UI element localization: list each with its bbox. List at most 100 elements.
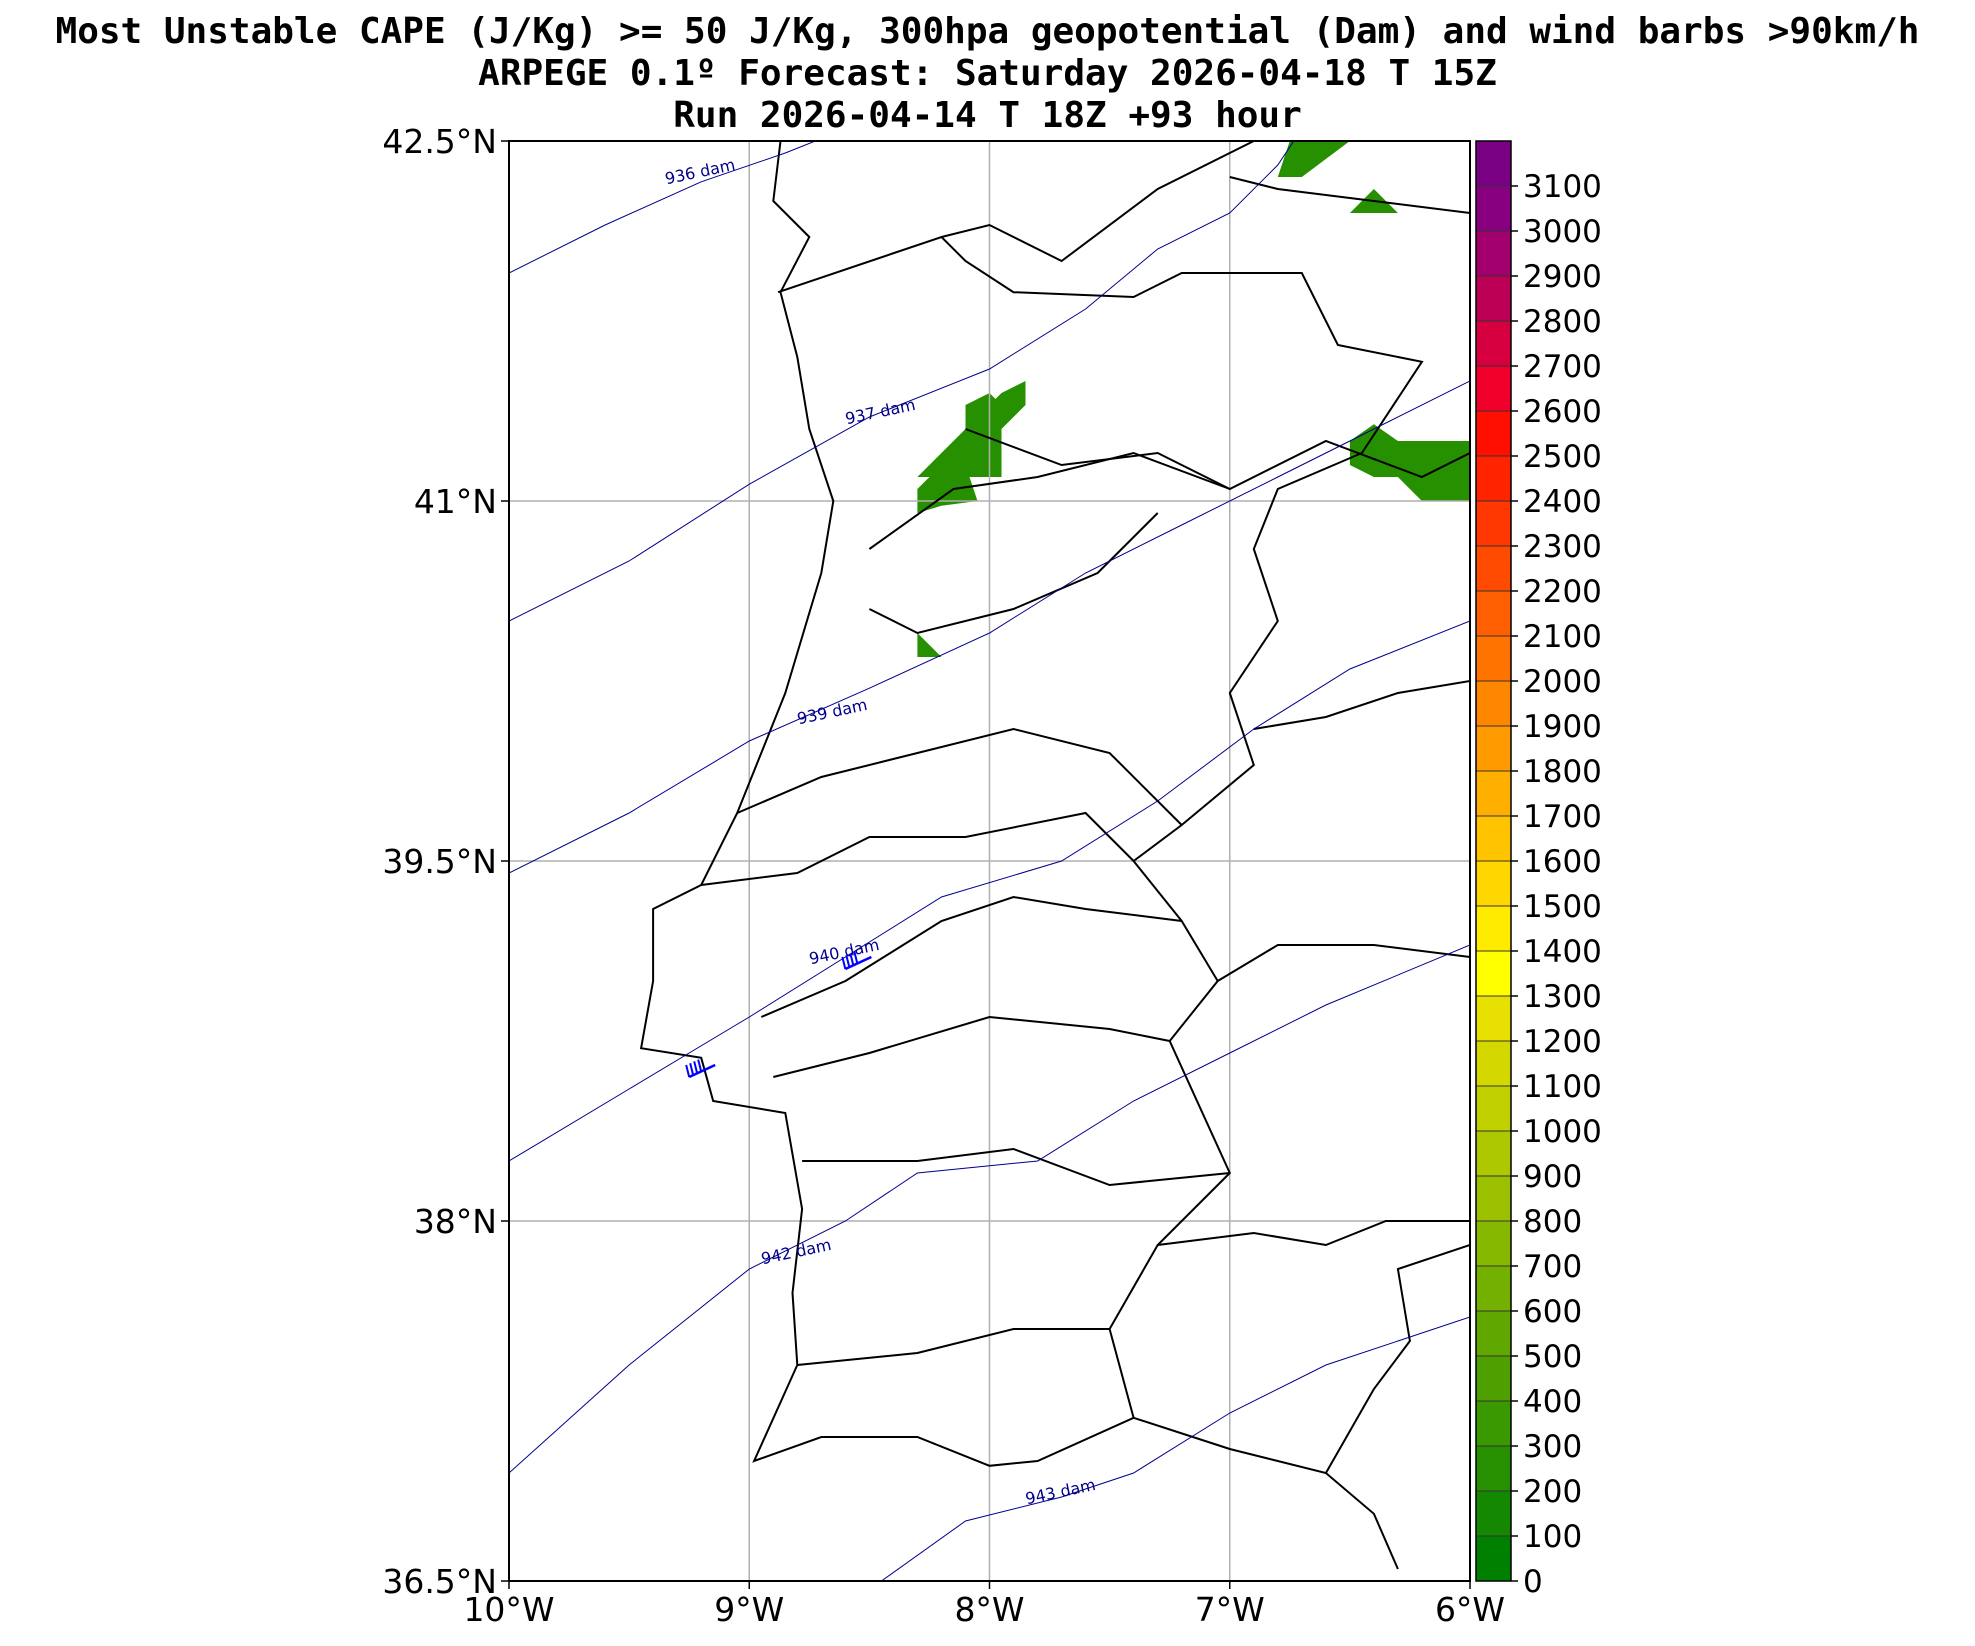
wind-barb-1 [685, 1059, 716, 1079]
colorbar-tick-label-29: 2900 [1523, 259, 1602, 295]
contour-line-4 [509, 944, 1470, 1474]
admin-border-3 [868, 512, 1159, 635]
map-title-line-1: Most Unstable CAPE (J/Kg) >= 50 J/Kg, 30… [55, 11, 1920, 52]
colorbar-tick-label-20: 2000 [1523, 664, 1602, 700]
colorbar-frame [1475, 140, 1512, 1582]
colorbar-tick-label-11: 1100 [1523, 1069, 1602, 1105]
contour-line-0 [509, 141, 817, 274]
admin-border-12 [1253, 680, 1470, 730]
colorbar-tick-label-3: 300 [1523, 1429, 1582, 1465]
colorbar-tick-label-5: 500 [1523, 1339, 1582, 1375]
colorbar-tick-label-7: 700 [1523, 1249, 1582, 1285]
colorbar-tick-label-21: 2100 [1523, 619, 1602, 655]
colorbar-segment-3 [1476, 1401, 1511, 1447]
admin-border-2 [868, 451, 1231, 550]
colorbar-tick-label-10: 1000 [1523, 1114, 1602, 1150]
cape-area-5 [1277, 141, 1350, 177]
colorbar-segment-24 [1476, 456, 1511, 502]
colorbar-segment-9 [1476, 1131, 1511, 1177]
colorbar-segment-21 [1476, 591, 1511, 637]
lon-tick-label-3: 7°W [1195, 1590, 1265, 1629]
colorbar-segment-28 [1476, 276, 1511, 322]
colorbar-segment-30 [1476, 186, 1511, 232]
admin-border-4 [736, 727, 1183, 826]
colorbar-tick-label-6: 600 [1523, 1294, 1582, 1330]
colorbar-segment-26 [1476, 366, 1511, 412]
colorbar-segment-0 [1476, 1536, 1511, 1582]
cape-area-1 [917, 453, 978, 513]
colorbar-segment-23 [1476, 501, 1511, 547]
colorbar-segment-18 [1476, 726, 1511, 772]
lon-tick-label-2: 8°W [954, 1590, 1024, 1629]
colorbar-tick-label-23: 2300 [1523, 529, 1602, 565]
lat-tick-label-4: 36.5°N [382, 1562, 497, 1601]
colorbar-segment-19 [1476, 681, 1511, 727]
colorbar-segment-8 [1476, 1176, 1511, 1222]
wind-barb-0 [841, 951, 872, 971]
colorbar-segment-13 [1476, 951, 1511, 997]
colorbar-tick-label-25: 2500 [1523, 439, 1602, 475]
atlantic-coastline [639, 141, 1399, 1570]
colorbar-tick-label-4: 400 [1523, 1384, 1582, 1420]
admin-border-1 [941, 141, 1255, 263]
lon-tick-label-1: 9°W [714, 1590, 784, 1629]
admin-border-15 [1325, 1244, 1470, 1474]
colorbar-tick-label-22: 2200 [1523, 574, 1602, 610]
colorbar-tick-label-28: 2800 [1523, 304, 1602, 340]
colorbar-segment-14 [1476, 906, 1511, 952]
colorbar-tick-label-14: 1400 [1523, 934, 1602, 970]
colorbar-tick-label-2: 200 [1523, 1474, 1582, 1510]
colorbar-segment-10 [1476, 1086, 1511, 1132]
colorbar-tick-label-1: 100 [1523, 1519, 1582, 1555]
admin-border-5 [701, 811, 1135, 886]
colorbar-segment-2 [1476, 1446, 1511, 1492]
colorbar-segment-17 [1476, 771, 1511, 817]
admin-border-7 [773, 1015, 1170, 1078]
contour-line-1 [509, 141, 1295, 622]
colorbar-segment-12 [1476, 996, 1511, 1042]
colorbar-tick-label-24: 2400 [1523, 484, 1602, 520]
admin-border-8 [802, 1147, 1230, 1187]
colorbar-tick-label-18: 1800 [1523, 754, 1602, 790]
admin-border-10 [965, 428, 1470, 491]
colorbar-segment-31 [1476, 141, 1511, 187]
colorbar-segment-16 [1476, 816, 1511, 862]
admin-border-6 [760, 895, 1182, 1018]
lat-tick-label-2: 39.5°N [382, 842, 497, 881]
colorbar-tick-label-9: 900 [1523, 1159, 1582, 1195]
colorbar-tick-label-0: 0 [1523, 1564, 1543, 1600]
colorbar-tick-label-19: 1900 [1523, 709, 1602, 745]
colorbar-segment-11 [1476, 1041, 1511, 1087]
cape-area-4 [1349, 424, 1470, 501]
contour-line-2 [509, 380, 1470, 874]
colorbar-segment-5 [1476, 1311, 1511, 1357]
colorbar-tick-label-26: 2600 [1523, 394, 1602, 430]
colorbar-segment-20 [1476, 636, 1511, 682]
admin-border-0 [777, 235, 1424, 1419]
admin-border-14 [1157, 1220, 1470, 1247]
admin-border-11 [1229, 176, 1470, 214]
colorbar-tick-label-16: 1600 [1523, 844, 1602, 880]
colorbar-tick-label-13: 1300 [1523, 979, 1602, 1015]
lat-tick-label-0: 42.5°N [382, 122, 497, 161]
colorbar-segment-25 [1476, 411, 1511, 457]
colorbar-segment-29 [1476, 231, 1511, 277]
coastline-and-borders [639, 141, 1470, 1570]
colorbar-tick-label-8: 800 [1523, 1204, 1582, 1240]
colorbar-segment-15 [1476, 861, 1511, 907]
admin-border-9 [797, 1328, 1110, 1366]
colorbar-segment-1 [1476, 1491, 1511, 1537]
cape-area-3 [917, 633, 942, 657]
colorbar-segment-27 [1476, 321, 1511, 367]
colorbar-tick-label-17: 1700 [1523, 799, 1602, 835]
colorbar-tick-label-27: 2700 [1523, 349, 1602, 385]
colorbar-segment-22 [1476, 546, 1511, 592]
colorbar-tick-label-12: 1200 [1523, 1024, 1602, 1060]
axis-ticks: 10°W 9°W 8°W 7°W 6°W 42.5°N 41°N 39.5°N 38°N 36.5… [382, 122, 1505, 1629]
cape-colorbar: 0 100 200 300 400 500 600 700 800 900 1000 1100 1200… [1475, 140, 1602, 1600]
colorbar-tick-label-15: 1500 [1523, 889, 1602, 925]
contour-line-3 [509, 620, 1470, 1162]
colorbar-segment-7 [1476, 1221, 1511, 1267]
lat-tick-label-1: 41°N [414, 482, 497, 521]
